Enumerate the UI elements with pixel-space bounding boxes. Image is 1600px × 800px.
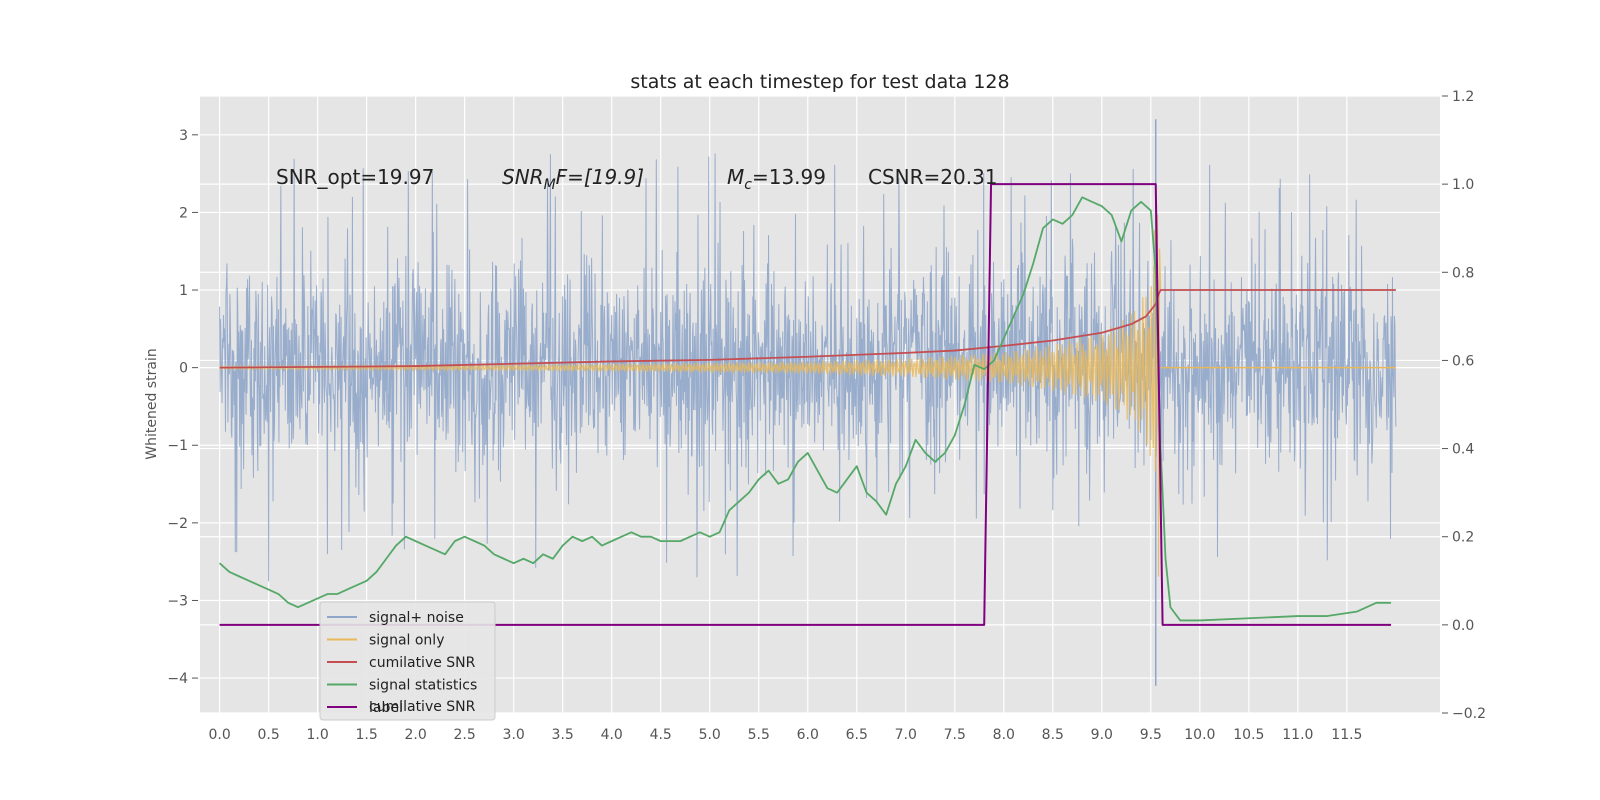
legend-box bbox=[319, 601, 496, 721]
y-tick-label: −2 bbox=[167, 516, 188, 532]
x-tick-label: 2.5 bbox=[454, 727, 476, 743]
series-signal-only-line bbox=[219, 214, 1162, 577]
y-tick-label: 2 bbox=[179, 205, 188, 221]
x-tick-label: 7.5 bbox=[944, 727, 966, 743]
legend-label: cumilative SNR bbox=[369, 655, 476, 671]
y2-tick-label: 1.2 bbox=[1452, 89, 1474, 105]
x-tick-label: 2.0 bbox=[405, 727, 427, 743]
y-tick-label: 0 bbox=[179, 361, 188, 377]
y2-tick-label: 1.0 bbox=[1452, 177, 1474, 193]
x-tick-label: 4.5 bbox=[650, 727, 672, 743]
annotation-snr-mf-sub: M bbox=[544, 177, 556, 193]
y-tick-label: 1 bbox=[179, 283, 188, 299]
y-axis-label: Whitened strain bbox=[144, 348, 160, 459]
x-tick-label: 6.5 bbox=[846, 727, 868, 743]
x-tick-label: 10.5 bbox=[1233, 727, 1264, 743]
legend-label: signal statistics bbox=[369, 678, 477, 694]
y2-tick-label: 0.6 bbox=[1452, 353, 1474, 369]
annotation-snr-mf: SNRMF=[19.9] bbox=[502, 165, 644, 193]
x-tick-label: 1.5 bbox=[356, 727, 378, 743]
x-tick-label: 11.5 bbox=[1331, 727, 1362, 743]
x-tick-label: 8.0 bbox=[993, 727, 1015, 743]
annotation-mc-base: M bbox=[727, 165, 744, 189]
y2-tick-label: 0.8 bbox=[1452, 265, 1474, 281]
y2-axis-ticks: 1.2 1.0 0.8 0.6 0.4 0.2 0.0 −0.2 bbox=[1442, 89, 1486, 722]
x-tick-label: 9.5 bbox=[1140, 727, 1162, 743]
y-tick-label: 3 bbox=[179, 128, 188, 144]
y-tick-label: −4 bbox=[167, 671, 188, 687]
chart-title: stats at each timestep for test data 128 bbox=[630, 71, 1009, 93]
x-tick-label: 5.0 bbox=[699, 727, 721, 743]
annotation-mc-tail: =13.99 bbox=[752, 165, 826, 189]
y-axis-ticks: 3 2 1 0 −1 −2 −3 −4 bbox=[167, 128, 198, 687]
legend: cumilative SNR signal+ noise signal only c… bbox=[319, 601, 496, 721]
x-tick-label: 7.0 bbox=[895, 727, 917, 743]
x-tick-label: 10.0 bbox=[1184, 727, 1215, 743]
x-tick-label: 5.5 bbox=[748, 727, 770, 743]
legend-label: label bbox=[369, 700, 403, 716]
x-tick-label: 4.0 bbox=[601, 727, 623, 743]
y2-tick-label: 0.4 bbox=[1452, 442, 1474, 458]
x-tick-label: 1.0 bbox=[306, 727, 328, 743]
x-tick-label: 0.5 bbox=[257, 727, 279, 743]
legend-label: signal only bbox=[369, 633, 444, 649]
y2-tick-label: −0.2 bbox=[1452, 706, 1486, 722]
x-tick-label: 6.0 bbox=[797, 727, 819, 743]
x-tick-label: 3.5 bbox=[552, 727, 574, 743]
annotation-snr-mf-tail: F=[19.9] bbox=[556, 165, 644, 189]
x-axis-ticks: 0.0 0.5 1.0 1.5 2.0 2.5 3.0 3.5 4.0 4.5 5.0 5.5 6.0 6… bbox=[208, 727, 1362, 743]
x-tick-label: 3.0 bbox=[503, 727, 525, 743]
x-tick-label: 9.0 bbox=[1091, 727, 1113, 743]
y2-tick-label: 0.2 bbox=[1452, 530, 1474, 546]
x-tick-label: 0.0 bbox=[208, 727, 230, 743]
legend-ghost-text: cumilative SNR bbox=[369, 699, 476, 715]
x-tick-label: 11.0 bbox=[1282, 727, 1313, 743]
y-tick-label: −3 bbox=[167, 593, 188, 609]
y2-tick-label: 0.0 bbox=[1452, 618, 1474, 634]
annotation-csnr: CSNR=20.31 bbox=[868, 165, 998, 189]
legend-label: signal+ noise bbox=[369, 610, 464, 626]
y-tick-label: −1 bbox=[167, 438, 188, 454]
series-label-line bbox=[219, 183, 1391, 626]
x-tick-label: 8.5 bbox=[1042, 727, 1064, 743]
series-signal-statistics-line bbox=[218, 196, 1391, 622]
annotation-mc-sub: c bbox=[744, 177, 752, 193]
series-signal-noise-line bbox=[219, 153, 1397, 582]
series-layer bbox=[218, 119, 1397, 686]
annotations: SNR_opt=19.97 SNRMF=[19.9] Mc=13.99 CSNR… bbox=[276, 165, 998, 193]
annotation-snr-mf-base: SNR bbox=[502, 165, 544, 189]
annotation-mc: Mc=13.99 bbox=[727, 165, 826, 193]
legend-items: signal+ noise signal only cumilative SNR si… bbox=[327, 610, 477, 716]
annotation-snr-opt: SNR_opt=19.97 bbox=[276, 165, 434, 189]
